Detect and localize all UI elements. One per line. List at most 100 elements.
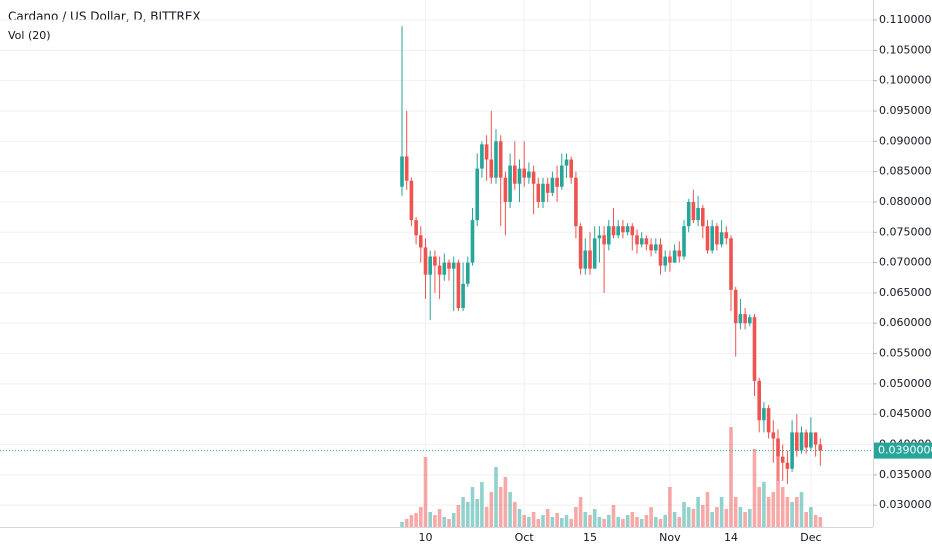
candle-body	[513, 165, 517, 184]
volume-bar	[785, 497, 790, 527]
volume-bar	[799, 492, 804, 527]
volume-bar	[433, 515, 437, 527]
candle-body	[503, 177, 508, 202]
candle-body	[466, 262, 470, 284]
volume-bar	[752, 449, 757, 527]
candle-body	[621, 226, 625, 233]
candle-body	[592, 238, 597, 269]
candle-body	[560, 165, 564, 187]
volume-bar	[456, 505, 461, 527]
volume-bar	[809, 507, 813, 527]
candle-body	[480, 144, 484, 169]
candle-body	[484, 144, 489, 160]
volume-bar	[527, 517, 531, 527]
indicator-label: Vol (20)	[8, 29, 51, 42]
candle-body	[705, 226, 710, 251]
volume-bar	[710, 512, 714, 527]
y-tick-label: 0.10500000	[879, 43, 932, 56]
candle-body	[419, 235, 423, 248]
volume-bar	[635, 517, 639, 527]
candle-body	[451, 262, 456, 269]
candle-body	[583, 250, 588, 269]
candle-body	[433, 256, 437, 266]
volume-bar	[790, 502, 794, 527]
volume-bar	[442, 517, 447, 527]
volume-bar	[569, 519, 573, 527]
y-tick-label: 0.05000000	[879, 377, 932, 390]
candle-body	[748, 317, 752, 324]
x-tick-label: 15	[583, 531, 597, 544]
candle-body	[715, 226, 719, 245]
candle-body	[522, 168, 526, 178]
candle-body	[409, 180, 414, 221]
volume-bar	[691, 509, 696, 527]
volume-bar	[423, 457, 428, 527]
volume-bar	[649, 507, 653, 527]
candle-body	[428, 256, 432, 275]
candle-body	[738, 314, 743, 324]
volume-bar	[531, 512, 536, 527]
candle-body	[574, 177, 578, 227]
candle-body	[696, 208, 700, 221]
volume-bar	[400, 522, 404, 527]
volume-bar	[719, 497, 724, 527]
x-tick-label: 10	[419, 531, 433, 544]
candle-body	[625, 226, 630, 233]
volume-bar	[738, 507, 743, 527]
candle-body	[776, 438, 780, 457]
y-tick-label: 0.04500000	[879, 407, 932, 420]
volume-bar	[776, 457, 780, 527]
y-tick-label: 0.03500000	[879, 468, 932, 481]
candle-body	[508, 165, 512, 202]
volume-bar	[578, 497, 583, 527]
volume-bar	[611, 505, 616, 527]
volume-bar	[686, 507, 691, 527]
candle-body	[654, 244, 658, 251]
volume-bar	[592, 509, 597, 527]
candle-body	[597, 235, 602, 239]
candle-body	[743, 314, 747, 324]
volume-bar	[466, 502, 470, 527]
volume-bar	[489, 492, 494, 527]
candle-body	[611, 226, 616, 236]
candle-body	[682, 226, 686, 257]
volume-bar	[508, 492, 512, 527]
candle-body	[475, 168, 479, 221]
candle-body	[447, 262, 451, 269]
volume-bar	[757, 487, 761, 527]
candle-body	[724, 232, 729, 239]
candle-body	[672, 250, 677, 263]
y-tick-label: 0.03000000	[879, 498, 932, 511]
volume-bar	[470, 487, 475, 527]
volume-bar	[494, 467, 498, 527]
candle-body	[668, 256, 672, 263]
volume-bar	[654, 517, 658, 527]
volume-bar	[583, 512, 588, 527]
candle-body	[630, 226, 635, 236]
last-price-tag	[874, 442, 932, 459]
candle-body	[569, 159, 573, 178]
volume-bar	[574, 507, 578, 527]
y-tick-label: 0.09000000	[879, 134, 932, 147]
candle-body	[578, 226, 583, 269]
candle-body	[616, 226, 620, 236]
candle-body	[404, 156, 409, 181]
volume-bar	[428, 512, 432, 527]
candle-body	[602, 235, 606, 245]
volume-bar	[404, 519, 409, 527]
candle-body	[536, 183, 541, 202]
candle-body	[799, 432, 804, 451]
volume-bar	[748, 509, 752, 527]
volume-bar	[762, 482, 766, 527]
candle-body	[635, 235, 639, 245]
volume-bar	[663, 515, 667, 527]
x-tick-label: Oct	[515, 531, 535, 544]
volume-bar	[503, 477, 508, 527]
candle-body	[644, 238, 649, 245]
volume-bar	[804, 512, 808, 527]
volume-bar	[625, 515, 630, 527]
candle-body	[541, 183, 545, 202]
volume-bar	[621, 519, 625, 527]
volume-bar	[630, 512, 635, 527]
